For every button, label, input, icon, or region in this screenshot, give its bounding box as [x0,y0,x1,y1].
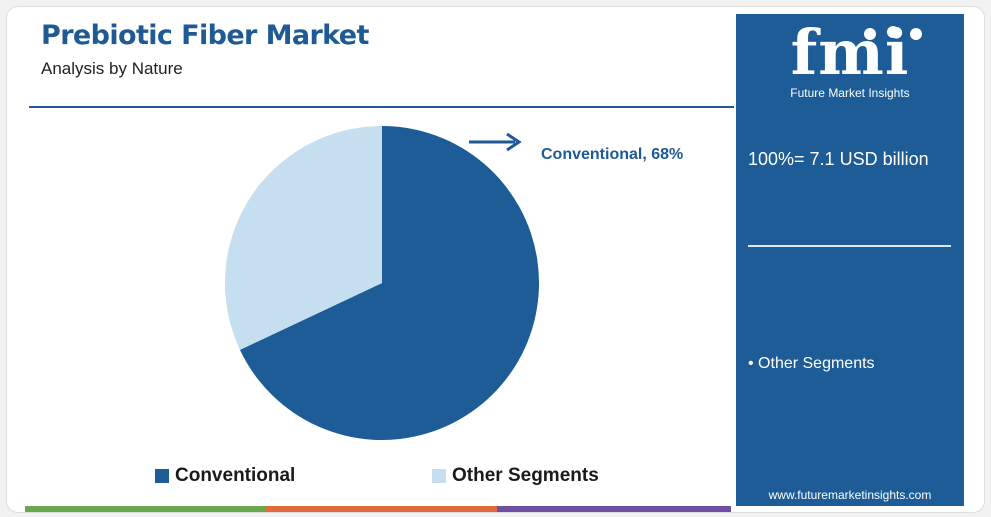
legend-swatch [432,469,446,483]
chart-title: Prebiotic Fiber Market [41,20,369,51]
callout-arrow-icon [469,132,522,152]
website-url: www.futuremarketinsights.com [768,488,932,502]
bar-segment-purple [497,506,731,512]
pie-chart [224,126,539,440]
other-segments-item: • Other Segments [748,355,875,372]
info-panel: fmi Future Market Insights 100%= 7.1 USD… [736,14,964,506]
pie-slice-conventional [239,126,539,440]
logo-text: Future Market Insights [790,86,910,100]
bottom-color-bar [25,506,731,512]
legend-label: Other Segments [452,465,599,486]
chart-subtitle: Analysis by Nature [41,59,183,78]
legend-label: Conventional [175,465,296,486]
pie-slice-other-segments [224,126,382,350]
bar-segment-green [25,506,265,512]
legend-item-other-segments: Other Segments [432,465,599,487]
callout-label: Conventional, 68% [541,146,684,163]
fmi-logo: fmi Future Market Insights [736,22,964,100]
legend-item-conventional: Conventional [155,465,295,487]
title-divider [29,106,734,108]
legend-swatch [155,469,169,483]
bar-segment-orange [265,506,497,512]
chart-card: Prebiotic Fiber Market Analysis by Natur… [6,6,985,513]
logo-people-icon [864,26,922,40]
market-total: 100%= 7.1 USD billion [748,149,929,169]
panel-divider [748,245,951,247]
